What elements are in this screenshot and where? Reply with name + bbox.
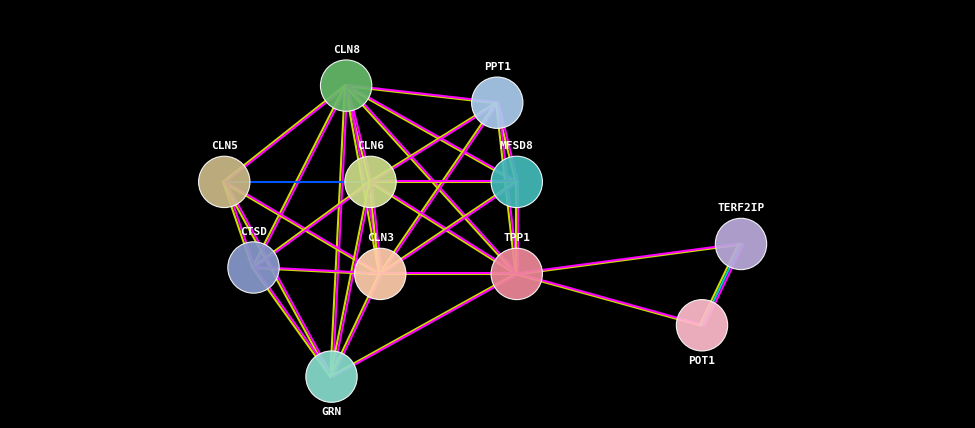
Ellipse shape [355, 248, 406, 300]
Ellipse shape [491, 248, 542, 300]
Ellipse shape [677, 300, 727, 351]
Ellipse shape [199, 156, 250, 208]
Text: POT1: POT1 [688, 356, 716, 366]
Text: CLN6: CLN6 [357, 141, 384, 151]
Ellipse shape [491, 156, 542, 208]
Text: CLN3: CLN3 [367, 233, 394, 243]
Text: MFSD8: MFSD8 [500, 141, 533, 151]
Ellipse shape [228, 242, 279, 293]
Ellipse shape [716, 218, 766, 270]
Ellipse shape [472, 77, 523, 128]
Ellipse shape [321, 60, 371, 111]
Text: TPP1: TPP1 [503, 233, 530, 243]
Text: CLN8: CLN8 [332, 45, 360, 55]
Ellipse shape [306, 351, 357, 402]
Text: CLN5: CLN5 [211, 141, 238, 151]
Text: CTSD: CTSD [240, 227, 267, 237]
Text: TERF2IP: TERF2IP [718, 203, 764, 213]
Text: PPT1: PPT1 [484, 62, 511, 72]
Ellipse shape [345, 156, 396, 208]
Text: GRN: GRN [322, 407, 341, 417]
